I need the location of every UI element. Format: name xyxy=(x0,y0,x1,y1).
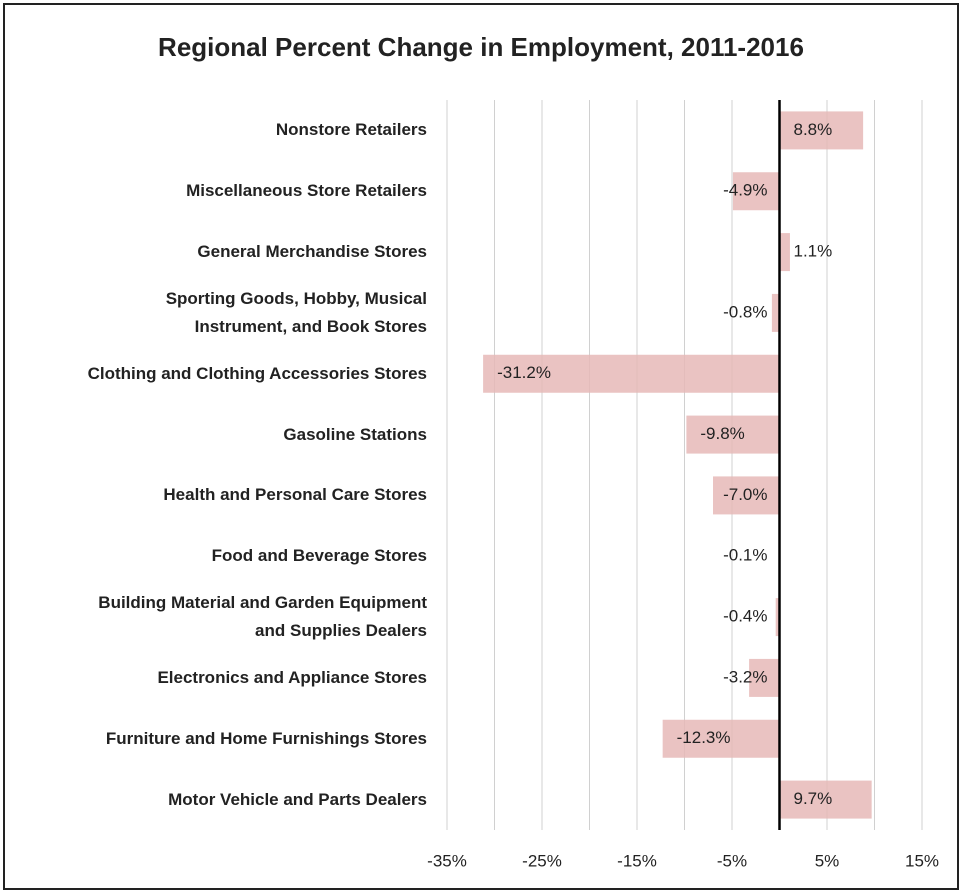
bar xyxy=(686,415,780,454)
data-label: -9.8% xyxy=(700,424,744,443)
bar xyxy=(713,476,780,515)
bar xyxy=(662,719,780,758)
y-tick-label: Furniture and Home Furnishings Stores xyxy=(105,728,427,748)
y-tick-label: Electronics and Appliance Stores xyxy=(157,667,427,687)
y-tick-label: Sporting Goods, Hobby, Musical Instrumen… xyxy=(165,288,427,336)
data-label: -12.3% xyxy=(677,728,731,747)
y-tick-label: Building Material and Garden Equipment a… xyxy=(98,593,427,641)
data-label: -7.0% xyxy=(723,485,767,504)
data-label: -0.1% xyxy=(723,546,767,565)
data-label: 9.7% xyxy=(794,789,833,808)
bar xyxy=(779,111,864,150)
data-label: 8.8% xyxy=(794,120,833,139)
data-label: -4.9% xyxy=(723,181,767,200)
bar xyxy=(779,233,790,272)
y-tick-label: Miscellaneous Store Retailers xyxy=(186,181,427,201)
y-tick-label: Nonstore Retailers xyxy=(275,120,427,140)
bar xyxy=(732,172,780,211)
data-label: -0.8% xyxy=(723,302,767,321)
chart-border xyxy=(3,3,959,890)
data-label: -0.4% xyxy=(723,607,767,626)
data-label: -31.2% xyxy=(497,363,551,382)
bar xyxy=(775,598,780,637)
x-tick-label: 15% xyxy=(905,851,939,870)
y-tick-label: Food and Beverage Stores xyxy=(211,546,427,566)
bar xyxy=(771,293,780,332)
x-tick-label: 5% xyxy=(815,851,840,870)
x-tick-label: -25% xyxy=(522,851,562,870)
chart-title: Regional Percent Change in Employment, 2… xyxy=(158,32,804,62)
data-label: -3.2% xyxy=(723,667,767,686)
y-tick-label: Gasoline Stations xyxy=(283,424,427,444)
data-label: 1.1% xyxy=(794,242,833,261)
y-tick-label: General Merchandise Stores xyxy=(197,242,427,262)
bar xyxy=(483,354,780,393)
y-tick-label: Health and Personal Care Stores xyxy=(163,485,427,505)
bar xyxy=(779,780,872,819)
y-tick-label: Clothing and Clothing Accessories Stores xyxy=(87,363,427,383)
x-tick-label: -15% xyxy=(617,851,657,870)
x-tick-label: -5% xyxy=(717,851,747,870)
y-tick-label: Motor Vehicle and Parts Dealers xyxy=(168,789,427,809)
x-tick-label: -35% xyxy=(427,851,467,870)
bar xyxy=(749,658,780,697)
